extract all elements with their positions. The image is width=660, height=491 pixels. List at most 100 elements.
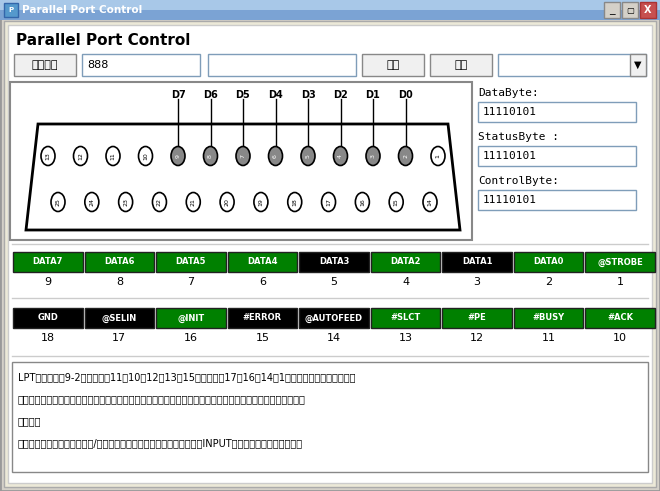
Text: 按鈕说明：弹框提示是否开启/关闭监听状态，选择是则对应监听状态（INPUT），选择否则对应输出状态: 按鈕说明：弹框提示是否开启/关闭监听状态，选择是则对应监听状态（INPUT），选…: [18, 438, 303, 448]
Text: 6: 6: [273, 154, 278, 158]
Text: 6: 6: [259, 277, 266, 287]
Text: 16: 16: [360, 198, 365, 206]
Bar: [156, 308, 226, 328]
Ellipse shape: [269, 146, 282, 165]
Text: Parallel Port Control: Parallel Port Control: [16, 32, 190, 48]
Text: @INIT: @INIT: [178, 313, 205, 323]
Text: 关闭监听: 关闭监听: [32, 60, 58, 70]
Text: 5: 5: [306, 154, 310, 158]
Text: 写入: 写入: [386, 60, 399, 70]
Ellipse shape: [301, 146, 315, 165]
Bar: [442, 308, 512, 328]
Ellipse shape: [152, 192, 166, 212]
Text: 12: 12: [78, 152, 83, 160]
Text: 11: 11: [110, 152, 116, 160]
Text: 23: 23: [123, 198, 128, 206]
Text: DATA4: DATA4: [248, 257, 278, 267]
Text: D3: D3: [300, 90, 315, 100]
Bar: [4, 3, 18, 17]
Text: X: X: [644, 5, 652, 15]
Bar: [228, 308, 297, 328]
Bar: [585, 308, 655, 328]
Text: ControlByte:: ControlByte:: [478, 176, 559, 186]
Text: 7: 7: [187, 277, 195, 287]
Text: 13: 13: [46, 152, 51, 160]
Ellipse shape: [139, 146, 152, 165]
Text: D6: D6: [203, 90, 218, 100]
Text: ▢: ▢: [626, 5, 634, 15]
Ellipse shape: [203, 146, 218, 165]
Text: DATA2: DATA2: [390, 257, 421, 267]
Bar: [10, 82, 472, 240]
Bar: [13, 252, 82, 272]
Text: 11110101: 11110101: [483, 151, 537, 161]
Bar: [156, 252, 226, 272]
Text: ▼: ▼: [634, 60, 642, 70]
Text: @AUTOFEED: @AUTOFEED: [305, 313, 363, 323]
Bar: [514, 308, 583, 328]
Text: 9: 9: [44, 277, 51, 287]
Bar: [630, 54, 646, 76]
Text: DataByte:: DataByte:: [478, 88, 539, 98]
Text: 18: 18: [41, 333, 55, 343]
Text: #PE: #PE: [468, 313, 486, 323]
Ellipse shape: [186, 192, 200, 212]
Ellipse shape: [355, 192, 370, 212]
Text: 于低电平: 于低电平: [18, 416, 42, 426]
Ellipse shape: [73, 146, 88, 165]
Bar: [84, 308, 154, 328]
Bar: [299, 252, 369, 272]
Text: 24: 24: [89, 198, 94, 206]
Bar: [478, 102, 636, 122]
Text: #BUSY: #BUSY: [533, 313, 565, 323]
Text: Parallel Port Control: Parallel Port Control: [22, 5, 143, 15]
Text: 22: 22: [157, 198, 162, 206]
Text: 10: 10: [143, 152, 148, 160]
Ellipse shape: [51, 192, 65, 212]
Text: 13: 13: [399, 333, 412, 343]
Bar: [640, 2, 656, 18]
Ellipse shape: [236, 146, 250, 165]
Text: 1: 1: [616, 277, 624, 287]
Bar: [478, 190, 636, 210]
Text: #ACK: #ACK: [607, 313, 633, 323]
Bar: [478, 146, 636, 166]
Bar: [604, 2, 620, 18]
Text: 15: 15: [393, 198, 399, 206]
Text: 21: 21: [191, 198, 196, 206]
Text: 10: 10: [613, 333, 627, 343]
Text: 9: 9: [176, 154, 180, 158]
Bar: [430, 54, 492, 76]
Text: D4: D4: [268, 90, 283, 100]
Bar: [442, 252, 512, 272]
Text: DATA1: DATA1: [462, 257, 492, 267]
Text: P: P: [9, 7, 14, 13]
Text: GND: GND: [38, 313, 58, 323]
Ellipse shape: [389, 192, 403, 212]
Text: LPT引脚说明：9-2数据引脚；11、10、12、13、15状态引脚；17、16、14、1控制引脚；其他为接地引脚: LPT引脚说明：9-2数据引脚；11、10、12、13、15状态引脚；17、16…: [18, 372, 356, 382]
Text: 11110101: 11110101: [483, 107, 537, 117]
Text: StatusByte :: StatusByte :: [478, 132, 559, 142]
Text: 11110101: 11110101: [483, 195, 537, 205]
Ellipse shape: [254, 192, 268, 212]
Bar: [0, 0, 660, 10]
Bar: [12, 362, 648, 472]
Ellipse shape: [85, 192, 99, 212]
Text: 14: 14: [327, 333, 341, 343]
Text: 使用说明：按鈕红色表示未开启状态，绿色表示输出状态或监听状态时引脚高电平，黑色表示监听状态时引脚处: 使用说明：按鈕红色表示未开启状态，绿色表示输出状态或监听状态时引脚高电平，黑色表…: [18, 394, 306, 404]
Text: DATA3: DATA3: [319, 257, 349, 267]
Ellipse shape: [41, 146, 55, 165]
Text: D1: D1: [366, 90, 380, 100]
Bar: [13, 308, 82, 328]
Bar: [299, 308, 369, 328]
Text: 8: 8: [115, 277, 123, 287]
Bar: [84, 252, 154, 272]
Text: 14: 14: [428, 198, 432, 206]
Ellipse shape: [431, 146, 445, 165]
Bar: [362, 54, 424, 76]
Text: 1: 1: [436, 154, 440, 158]
Ellipse shape: [119, 192, 133, 212]
Text: D7: D7: [171, 90, 185, 100]
Ellipse shape: [333, 146, 348, 165]
Text: 19: 19: [259, 198, 263, 206]
